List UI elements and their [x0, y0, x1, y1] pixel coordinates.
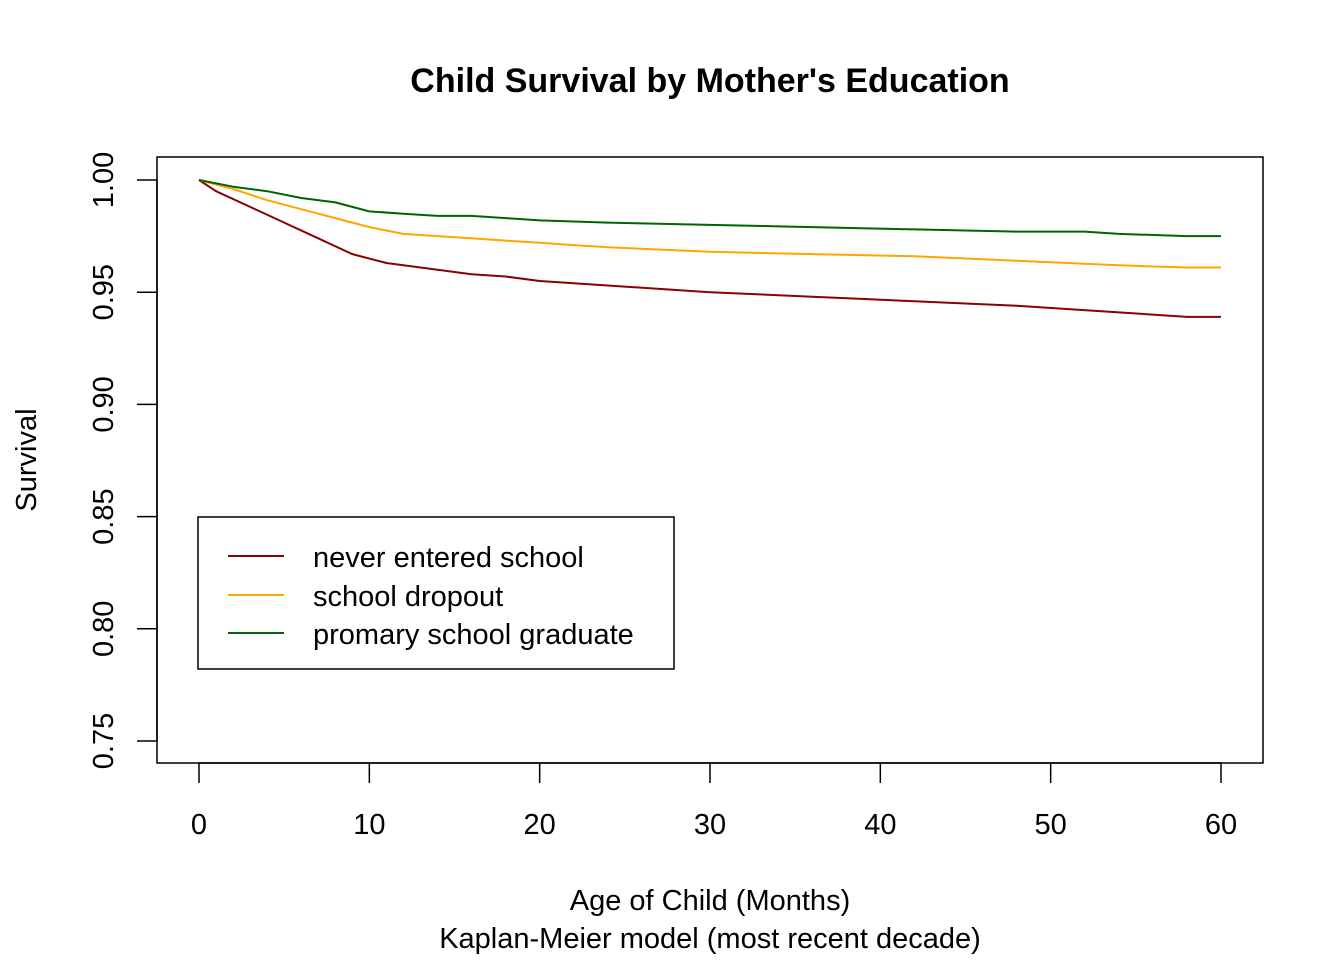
legend-box	[197, 516, 675, 670]
x-tick-label: 0	[191, 809, 207, 841]
y-tick-label: 0.85	[88, 488, 120, 544]
y-tick-label: 0.90	[88, 376, 120, 432]
y-tick-label: 0.75	[88, 713, 120, 769]
x-axis-label: Age of Child (Months)	[570, 885, 850, 917]
legend-label-graduate: promary school graduate	[313, 619, 634, 651]
x-tick-label: 60	[1205, 809, 1237, 841]
x-tick-label: 10	[353, 809, 385, 841]
series-layer	[198, 179, 1221, 318]
plot-box	[156, 156, 1264, 764]
x-axis: 0 10 20 30 40 50 60	[191, 762, 1237, 841]
y-tick-label: 1.00	[88, 152, 120, 208]
legend-label-never-entered: never entered school	[313, 542, 584, 574]
chart-title: Child Survival by Mother's Education	[410, 62, 1009, 100]
x-tick-label: 20	[524, 809, 556, 841]
series-line-dropout	[198, 179, 1221, 269]
y-tick-label: 0.80	[88, 601, 120, 657]
x-tick-label: 50	[1035, 809, 1067, 841]
legend: never entered school school dropout prom…	[197, 516, 675, 670]
series-line-graduate	[198, 179, 1221, 238]
y-axis-label: Survival	[11, 408, 43, 511]
series-line-never-entered	[198, 179, 1221, 318]
chart-subtitle: Kaplan-Meier model (most recent decade)	[439, 923, 981, 955]
x-tick-label: 40	[864, 809, 896, 841]
y-tick-label: 0.95	[88, 264, 120, 320]
y-axis: 0.75 0.80 0.85 0.90 0.95 1.00	[88, 152, 158, 769]
x-tick-label: 30	[694, 809, 726, 841]
legend-label-dropout: school dropout	[313, 581, 503, 613]
